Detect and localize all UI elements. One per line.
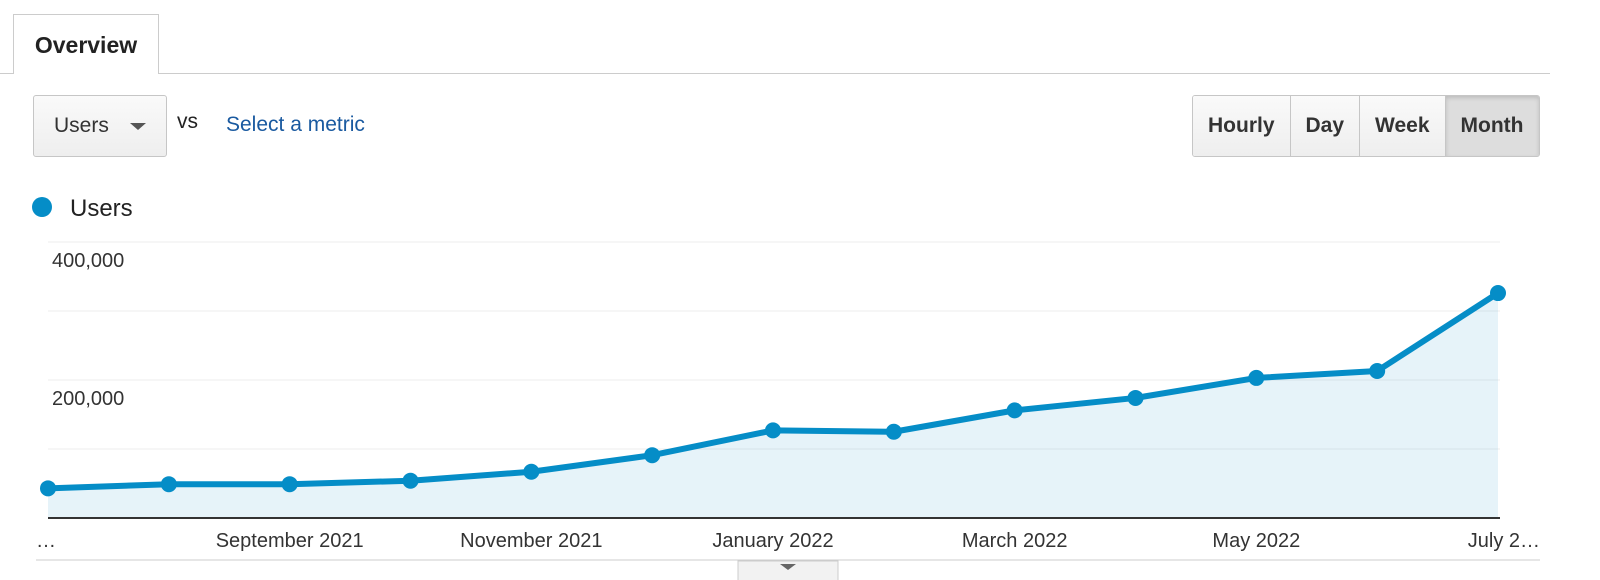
x-tick-label: May 2022 bbox=[1212, 530, 1300, 552]
select-metric-link[interactable]: Select a metric bbox=[226, 113, 365, 136]
point bbox=[1127, 389, 1144, 406]
y-tick-label: 400,000 bbox=[52, 250, 124, 272]
point bbox=[885, 423, 902, 440]
vs-label: vs bbox=[177, 110, 198, 133]
granularity-button[interactable]: Month bbox=[1444, 96, 1539, 156]
granularity-group: Hourly Day Week Month bbox=[1192, 95, 1540, 157]
x-tick-label: March 2022 bbox=[962, 530, 1068, 552]
x-tick-label: … bbox=[36, 530, 56, 552]
point bbox=[1006, 402, 1023, 419]
granularity-button[interactable]: Week bbox=[1359, 96, 1445, 156]
point bbox=[402, 472, 419, 489]
dropdown-label: Users bbox=[54, 114, 109, 137]
x-tick-label: September 2021 bbox=[216, 530, 364, 552]
point bbox=[281, 476, 298, 493]
point bbox=[523, 463, 540, 480]
tab-divider bbox=[0, 73, 1550, 74]
point bbox=[644, 447, 661, 464]
tab[interactable]: Overview bbox=[13, 14, 159, 74]
dropdown-arrow bbox=[130, 123, 146, 130]
area bbox=[48, 293, 1498, 518]
granularity-button[interactable]: Day bbox=[1289, 96, 1360, 156]
point bbox=[1490, 285, 1506, 302]
legend-marker bbox=[32, 197, 52, 217]
collapse-arrow bbox=[780, 564, 796, 570]
y-tick-label: 200,000 bbox=[52, 388, 124, 410]
x-tick-label: January 2022 bbox=[712, 530, 833, 552]
x-tick-label: November 2021 bbox=[460, 530, 602, 552]
granularity-button[interactable]: Hourly bbox=[1193, 96, 1290, 156]
point bbox=[160, 476, 177, 493]
point bbox=[40, 480, 56, 497]
point bbox=[1248, 369, 1265, 386]
x-tick-label: July 2… bbox=[1468, 530, 1540, 552]
legend-label: Users bbox=[70, 195, 133, 222]
point bbox=[1369, 363, 1386, 380]
chart: Users 200,000 400,000 … September 2021 Novemb… bbox=[32, 195, 1540, 580]
point bbox=[765, 422, 781, 439]
metric-dropdown[interactable]: Users bbox=[33, 95, 167, 157]
collapse-handle[interactable] bbox=[737, 560, 839, 580]
